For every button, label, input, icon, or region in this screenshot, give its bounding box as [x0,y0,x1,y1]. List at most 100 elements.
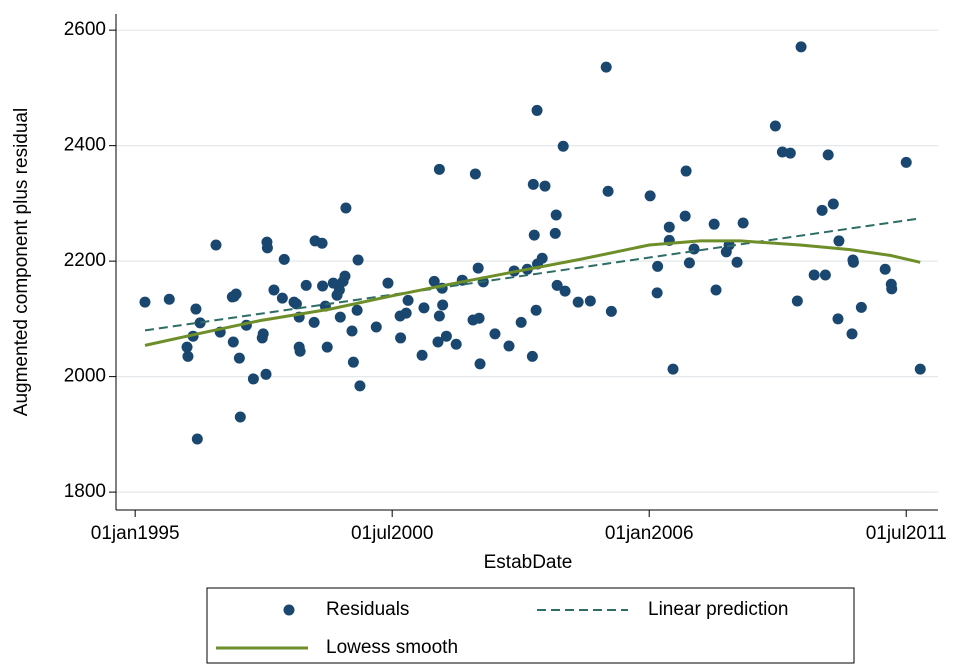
scatter-point [227,336,239,348]
y-axis-title: Augmented component plus residual [11,108,32,416]
legend-label: Residuals [326,599,409,620]
scatter-point [539,180,551,192]
line-series [144,239,921,347]
scatter-point [550,209,562,221]
scatter-point [395,332,407,344]
scatter-point [450,338,462,350]
scatter-point [914,363,926,375]
x-tick-label: 01jul2000 [351,523,433,544]
y-tick-label: 2400 [64,135,106,156]
scatter-point [230,288,242,300]
scatter-point [683,257,695,269]
scatter-point [605,305,617,317]
scatter-point [816,204,828,216]
legend-box [206,587,855,664]
scatter-point [832,313,844,325]
scatter-point [680,165,692,177]
scatter-point [559,285,571,297]
scatter-point [346,325,358,337]
scatter-point [382,277,394,289]
scatter-point [278,253,290,265]
scatter-point [294,345,306,357]
scatter-point [290,298,302,310]
scatter-point [667,363,679,375]
scatter-point [402,294,414,306]
scatter-point [652,260,664,272]
scatter-point [276,292,288,304]
scatter-point [679,210,691,222]
scatter-point [354,380,366,392]
scatter-point [428,275,440,287]
scatter-point [489,328,501,340]
scatter-point [333,284,345,296]
scatter-point [194,317,206,329]
scatter-point [737,217,749,229]
scatter-point [900,156,912,168]
scatter-point [334,311,346,323]
scatter-point [234,411,246,423]
scatter-point [847,256,859,268]
legend-label: Linear prediction [648,599,788,620]
scatter-point [433,310,445,322]
scatter-point [879,263,891,275]
scatter-point [503,340,515,352]
scatter-point [795,41,807,53]
scatter-point [474,358,486,370]
scatter-point [651,287,663,299]
scatter-point [833,235,845,247]
y-tick-label: 2000 [64,366,106,387]
scatter-point [536,252,548,264]
scatter-point [233,352,245,364]
scatter-point [708,218,720,230]
scatter-point [557,140,569,152]
scatter-point [257,328,269,340]
scatter-point [247,373,259,385]
scatter-point [321,341,333,353]
scatter-point [163,293,175,305]
scatter-point [526,350,538,362]
scatter-point [528,229,540,241]
scatter-point [710,284,722,296]
scatter-point [181,341,193,353]
scatter-point [182,350,194,362]
scatter-point [418,302,430,314]
scatter-point [351,304,363,316]
scatter-point [308,316,320,328]
scatter-point [261,242,273,254]
scatter-point [260,368,272,380]
scatter-point [370,321,382,333]
scatter-point [530,304,542,316]
scatter-point [827,198,839,210]
scatter-point [400,307,412,319]
scatter-point [808,269,820,281]
legend-label: Lowess smooth [326,637,458,658]
scatter-point [784,147,796,159]
scatter-point [855,301,867,313]
scatter-point [317,280,329,292]
scatter-point [527,178,539,190]
scatter-point [602,185,614,197]
legend-symbol [283,604,295,616]
scatter-point [191,433,203,445]
line-series [144,217,921,332]
scatter-point [549,227,561,239]
scatter-point [437,299,449,311]
scatter-point [688,243,700,255]
scatter-point [469,168,481,180]
scatter-point [190,303,202,315]
y-tick-label: 1800 [64,481,106,502]
scatter-point [886,283,898,295]
scatter-point [416,349,428,361]
scatter-point [551,279,563,291]
scatter-point [791,295,803,307]
scatter-point [473,312,485,324]
x-tick-label: 01jul2011 [866,523,947,544]
scatter-point [822,149,834,161]
scatter-point [846,328,858,340]
x-axis-title: EstabDate [484,552,573,573]
scatter-point [340,202,352,214]
scatter-point [300,279,312,291]
scatter-point [316,237,328,249]
scatter-point [352,254,364,266]
